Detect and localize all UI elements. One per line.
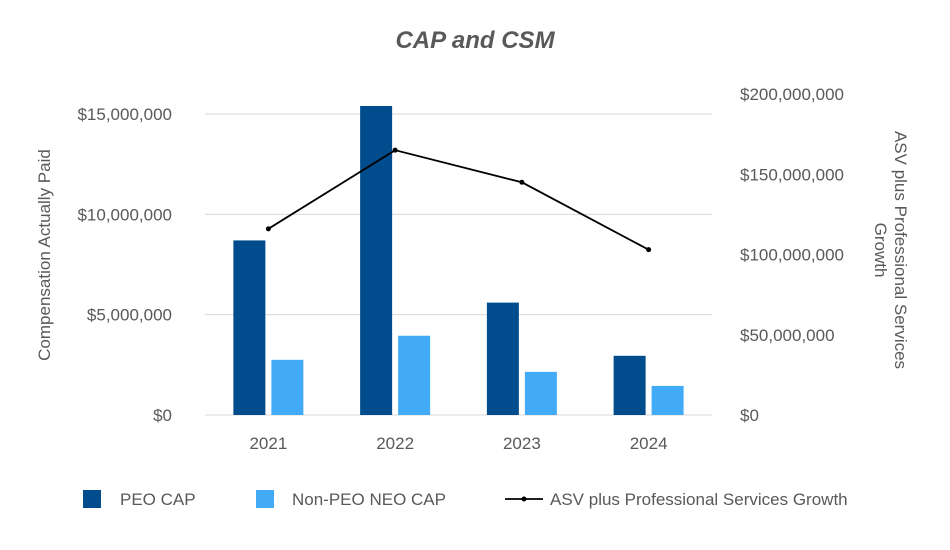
growth-line: [265, 147, 652, 253]
bar-peo-cap-2023: [486, 302, 519, 415]
x-tick-label: 2023: [503, 434, 541, 453]
legend-label-growth: ASV plus Professional Services Growth: [550, 490, 848, 509]
y2-tick-label: $150,000,000: [740, 165, 844, 184]
y2-tick-label: $0: [740, 406, 759, 425]
y-tick-label: $5,000,000: [87, 306, 172, 325]
x-axis-ticks: 2021 2022 2023 2024: [249, 434, 667, 453]
y-tick-label: $15,000,000: [77, 105, 172, 124]
y-tick-label: $0: [153, 406, 172, 425]
bar-non-peo-neo-cap-2022: [398, 335, 431, 415]
legend-label-non-peo-neo-cap: Non-PEO NEO CAP: [292, 490, 446, 509]
right-axis-title: ASV plus Professional Services Growth: [871, 131, 910, 369]
growth-point: [265, 226, 271, 232]
growth-point: [646, 247, 652, 253]
x-tick-label: 2022: [376, 434, 414, 453]
right-axis-title-line-2: Growth: [871, 223, 890, 278]
y2-tick-label: $50,000,000: [740, 326, 835, 345]
right-axis-title-line-1: ASV plus Professional Services: [891, 131, 910, 369]
legend-swatch-peo-cap: [83, 490, 101, 508]
bars: [233, 105, 684, 416]
growth-point: [519, 179, 525, 185]
right-axis-ticks: $0 $50,000,000 $100,000,000 $150,000,000 $20…: [740, 85, 844, 425]
growth-line-path: [267, 149, 650, 251]
x-tick-label: 2021: [249, 434, 287, 453]
legend-marker-growth: [521, 496, 527, 502]
growth-point: [392, 147, 398, 153]
bar-non-peo-neo-cap-2023: [524, 371, 557, 415]
y-tick-label: $10,000,000: [77, 205, 172, 224]
legend-swatch-non-peo-neo-cap: [256, 490, 274, 508]
bar-non-peo-neo-cap-2021: [271, 359, 304, 415]
legend-label-peo-cap: PEO CAP: [120, 490, 196, 509]
y2-tick-label: $200,000,000: [740, 85, 844, 104]
bar-peo-cap-2021: [233, 240, 266, 415]
left-axis-title: Compensation Actually Paid: [35, 149, 54, 361]
legend: PEO CAP Non-PEO NEO CAP ASV plus Professio…: [83, 490, 848, 509]
left-axis-ticks: $0 $5,000,000 $10,000,000 $15,000,000: [77, 105, 172, 425]
bar-peo-cap-2022: [360, 105, 393, 416]
bar-peo-cap-2024: [613, 355, 646, 415]
x-tick-label: 2024: [630, 434, 668, 453]
bar-non-peo-neo-cap-2024: [651, 385, 684, 415]
y2-tick-label: $100,000,000: [740, 246, 844, 265]
chart-title: CAP and CSM: [395, 27, 555, 54]
